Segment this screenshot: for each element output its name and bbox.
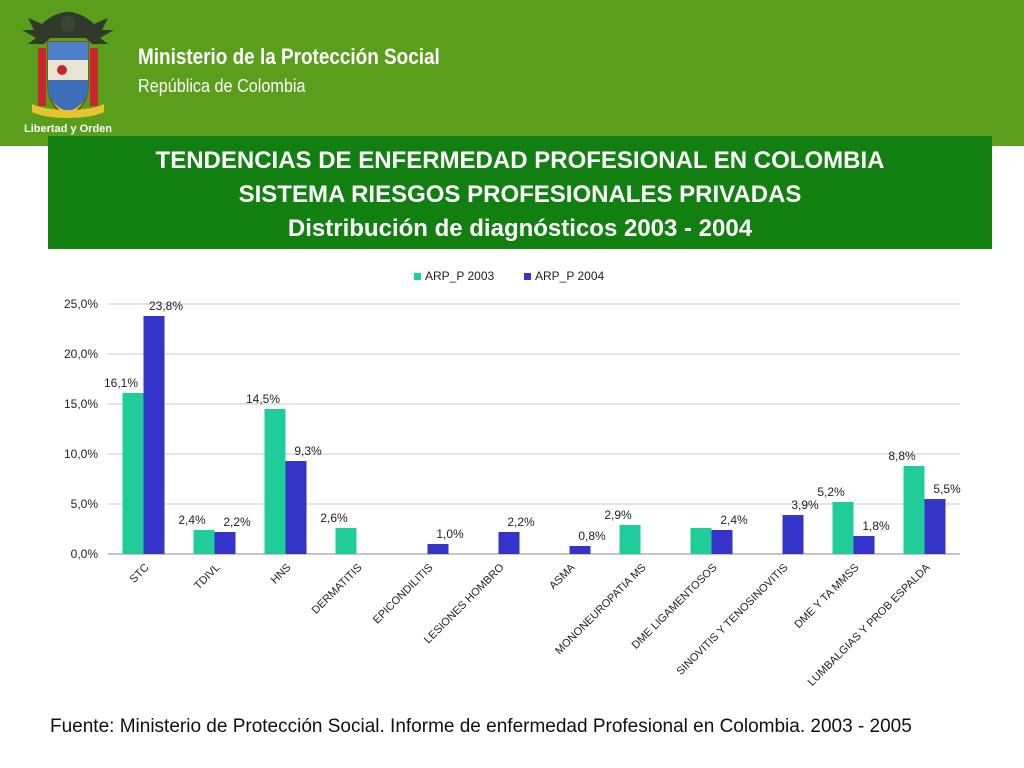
data-label: 2,4% [720, 513, 748, 527]
category-label: LESIONES HOMBRO [422, 561, 507, 646]
category-label: DERMATITIS [310, 562, 365, 617]
data-label: 2,2% [507, 515, 535, 529]
bar [619, 525, 641, 554]
bar [427, 544, 449, 554]
title-box: TENDENCIAS DE ENFERMEDAD PROFESIONAL EN … [48, 136, 992, 249]
data-label: 0,8% [578, 529, 606, 543]
emblem-motto: Libertad y Orden [24, 123, 112, 135]
data-label: 1,8% [862, 519, 890, 533]
bar [498, 532, 520, 554]
category-label: SINOVITIS Y TENOSINOVITIS [675, 562, 791, 678]
data-label: 2,9% [604, 508, 632, 522]
header-banner: Libertad y Orden Ministerio de la Protec… [0, 0, 1024, 146]
bar [285, 461, 307, 554]
bar [924, 499, 946, 554]
bar [214, 532, 236, 554]
data-label: 3,9% [791, 498, 819, 512]
category-label: EPICONDILITIS [371, 562, 436, 627]
category-label: DME Y TA MMSS [792, 562, 861, 631]
bar [832, 502, 854, 554]
y-tick-label: 15,0% [64, 397, 98, 411]
y-tick-label: 20,0% [64, 347, 98, 361]
data-label: 5,5% [933, 482, 961, 496]
source-note: Fuente: Ministerio de Protección Social.… [50, 716, 912, 737]
bar [903, 466, 925, 554]
coat-of-arms-logo: Libertad y Orden [22, 12, 114, 135]
legend-label: ARP_P 2004 [535, 269, 604, 283]
data-label: 2,4% [178, 513, 206, 527]
bar [782, 515, 804, 554]
bar [335, 528, 357, 554]
data-label: 1,0% [436, 527, 464, 541]
y-tick-label: 5,0% [71, 497, 99, 511]
data-label: 14,5% [246, 392, 280, 406]
bar [690, 528, 712, 554]
bar [143, 316, 165, 554]
data-label: 23,8% [149, 299, 183, 313]
legend-label: ARP_P 2003 [425, 269, 494, 283]
category-label: LUMBALGIAS Y PROB ESPALDA [806, 561, 933, 688]
republic-name: República de Colombia [138, 76, 306, 96]
bar-chart: 0,0% 5,0% 10,0% 15,0% 20,0% 25,0% ARP_P 2003 AR… [64, 269, 961, 689]
category-label: STC [128, 562, 152, 586]
bar [711, 530, 733, 554]
bar [122, 393, 144, 554]
data-label: 8,8% [888, 449, 916, 463]
data-label: 9,3% [294, 444, 322, 458]
title-line-2: SISTEMA RIESGOS PROFESIONALES PRIVADAS [238, 181, 802, 208]
y-tick-label: 0,0% [71, 547, 99, 561]
category-label: HNS [269, 562, 294, 587]
y-tick-label: 10,0% [64, 447, 98, 461]
data-label: 2,2% [223, 515, 251, 529]
ministry-name: Ministerio de la Protección Social [138, 44, 440, 69]
bar [853, 536, 875, 554]
y-tick-label: 25,0% [64, 297, 98, 311]
bar [569, 546, 591, 554]
data-label: 2,6% [320, 511, 348, 525]
category-label: TDIVL [192, 562, 223, 593]
title-line-1: TENDENCIAS DE ENFERMEDAD PROFESIONAL EN … [155, 147, 885, 174]
data-label: 16,1% [104, 376, 138, 390]
bar [193, 530, 215, 554]
legend-swatch [414, 273, 421, 280]
data-label: 5,2% [817, 485, 845, 499]
bar [264, 409, 286, 554]
title-line-3: Distribución de diagnósticos 2003 - 2004 [287, 215, 753, 242]
legend-swatch [524, 273, 531, 280]
category-label: ASMA [547, 561, 578, 592]
